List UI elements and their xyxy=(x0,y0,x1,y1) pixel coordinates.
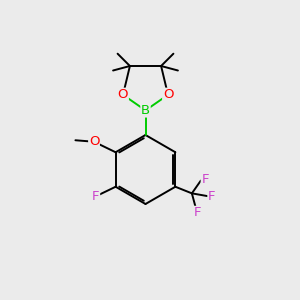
Text: F: F xyxy=(92,190,100,203)
Text: F: F xyxy=(194,206,201,219)
Text: O: O xyxy=(89,135,99,148)
Text: O: O xyxy=(163,88,173,101)
Text: F: F xyxy=(208,190,215,202)
Text: B: B xyxy=(141,104,150,117)
Text: O: O xyxy=(118,88,128,101)
Text: F: F xyxy=(201,173,209,186)
